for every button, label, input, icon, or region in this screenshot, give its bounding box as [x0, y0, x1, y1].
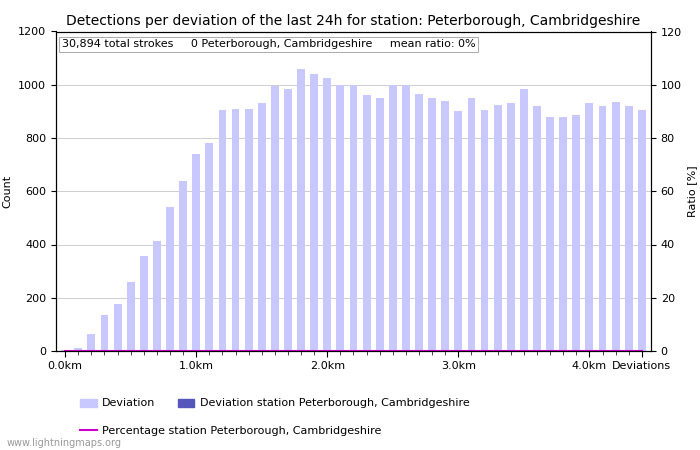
Y-axis label: Count: Count	[3, 175, 13, 208]
Bar	[193, 154, 200, 351]
Bar	[284, 89, 292, 351]
Percentage station Peterborough, Cambridgeshire	[153, 348, 161, 354]
Percentage station Peterborough, Cambridgeshire	[468, 348, 476, 354]
Bar	[376, 98, 384, 351]
Bar	[337, 85, 344, 351]
Bar	[140, 256, 148, 351]
Bar	[612, 102, 620, 351]
Percentage station Peterborough, Cambridgeshire	[494, 348, 502, 354]
Bar	[258, 104, 266, 351]
Percentage station Peterborough, Cambridgeshire	[179, 348, 188, 354]
Bar	[310, 74, 318, 351]
Percentage station Peterborough, Cambridgeshire	[415, 348, 424, 354]
Bar	[520, 89, 528, 351]
Bar	[245, 109, 253, 351]
Bar	[389, 85, 397, 351]
Percentage station Peterborough, Cambridgeshire	[231, 348, 239, 354]
Percentage station Peterborough, Cambridgeshire	[284, 348, 292, 354]
Bar	[546, 117, 554, 351]
Text: 30,894 total strokes     0 Peterborough, Cambridgeshire     mean ratio: 0%: 30,894 total strokes 0 Peterborough, Cam…	[62, 40, 475, 50]
Percentage station Peterborough, Cambridgeshire	[218, 348, 227, 354]
Bar	[363, 95, 370, 351]
Bar	[179, 180, 187, 351]
Bar	[127, 282, 134, 351]
Bar	[218, 110, 226, 351]
Y-axis label: Ratio [%]: Ratio [%]	[687, 166, 697, 217]
Percentage station Peterborough, Cambridgeshire	[113, 348, 122, 354]
Bar	[153, 240, 161, 351]
Bar	[494, 105, 502, 351]
Bar	[533, 106, 541, 351]
Bar	[402, 85, 410, 351]
Percentage station Peterborough, Cambridgeshire	[127, 348, 135, 354]
Percentage station Peterborough, Cambridgeshire	[598, 348, 607, 354]
Bar	[559, 117, 567, 351]
Bar	[349, 85, 358, 351]
Percentage station Peterborough, Cambridgeshire	[271, 348, 279, 354]
Bar	[598, 106, 606, 351]
Percentage station Peterborough, Cambridgeshire	[585, 348, 594, 354]
Bar	[415, 94, 423, 351]
Bar	[271, 86, 279, 351]
Bar	[638, 110, 646, 351]
Bar	[88, 334, 95, 351]
Bar	[481, 110, 489, 351]
Bar	[166, 207, 174, 351]
Percentage station Peterborough, Cambridgeshire	[139, 348, 148, 354]
Bar	[585, 104, 594, 351]
Legend: Deviation, Deviation station Peterborough, Cambridgeshire: Deviation, Deviation station Peterboroug…	[76, 394, 474, 413]
Percentage station Peterborough, Cambridgeshire	[349, 348, 358, 354]
Bar	[297, 69, 305, 351]
Bar	[625, 106, 633, 351]
Percentage station Peterborough, Cambridgeshire	[244, 348, 253, 354]
Legend: Percentage station Peterborough, Cambridgeshire: Percentage station Peterborough, Cambrid…	[76, 421, 386, 440]
Percentage station Peterborough, Cambridgeshire	[480, 348, 489, 354]
Percentage station Peterborough, Cambridgeshire	[310, 348, 319, 354]
Percentage station Peterborough, Cambridgeshire	[533, 348, 541, 354]
Percentage station Peterborough, Cambridgeshire	[638, 348, 646, 354]
Title: Detections per deviation of the last 24h for station: Peterborough, Cambridgeshi: Detections per deviation of the last 24h…	[66, 14, 640, 27]
Percentage station Peterborough, Cambridgeshire	[559, 348, 568, 354]
Percentage station Peterborough, Cambridgeshire	[624, 348, 633, 354]
Bar	[205, 143, 214, 351]
Percentage station Peterborough, Cambridgeshire	[61, 348, 69, 354]
Bar	[507, 104, 514, 351]
Bar	[573, 115, 580, 351]
Percentage station Peterborough, Cambridgeshire	[389, 348, 397, 354]
Percentage station Peterborough, Cambridgeshire	[363, 348, 371, 354]
Percentage station Peterborough, Cambridgeshire	[205, 348, 214, 354]
Percentage station Peterborough, Cambridgeshire	[441, 348, 449, 354]
Percentage station Peterborough, Cambridgeshire	[258, 348, 266, 354]
Text: www.lightningmaps.org: www.lightningmaps.org	[7, 438, 122, 448]
Percentage station Peterborough, Cambridgeshire	[88, 348, 96, 354]
Percentage station Peterborough, Cambridgeshire	[507, 348, 515, 354]
Bar	[113, 304, 122, 351]
Bar	[232, 109, 239, 351]
Percentage station Peterborough, Cambridgeshire	[454, 348, 463, 354]
Percentage station Peterborough, Cambridgeshire	[428, 348, 436, 354]
Percentage station Peterborough, Cambridgeshire	[192, 348, 200, 354]
Percentage station Peterborough, Cambridgeshire	[572, 348, 580, 354]
Bar	[101, 315, 108, 351]
Bar	[323, 78, 331, 351]
Percentage station Peterborough, Cambridgeshire	[519, 348, 528, 354]
Percentage station Peterborough, Cambridgeshire	[100, 348, 108, 354]
Percentage station Peterborough, Cambridgeshire	[402, 348, 410, 354]
Percentage station Peterborough, Cambridgeshire	[323, 348, 332, 354]
Bar	[468, 98, 475, 351]
Percentage station Peterborough, Cambridgeshire	[297, 348, 305, 354]
Percentage station Peterborough, Cambridgeshire	[166, 348, 174, 354]
Bar	[74, 348, 82, 351]
Bar	[428, 98, 436, 351]
Percentage station Peterborough, Cambridgeshire	[546, 348, 554, 354]
Percentage station Peterborough, Cambridgeshire	[611, 348, 620, 354]
Percentage station Peterborough, Cambridgeshire	[74, 348, 83, 354]
Bar	[61, 350, 69, 351]
Percentage station Peterborough, Cambridgeshire	[375, 348, 384, 354]
Bar	[454, 112, 462, 351]
Bar	[441, 101, 449, 351]
Percentage station Peterborough, Cambridgeshire	[336, 348, 344, 354]
